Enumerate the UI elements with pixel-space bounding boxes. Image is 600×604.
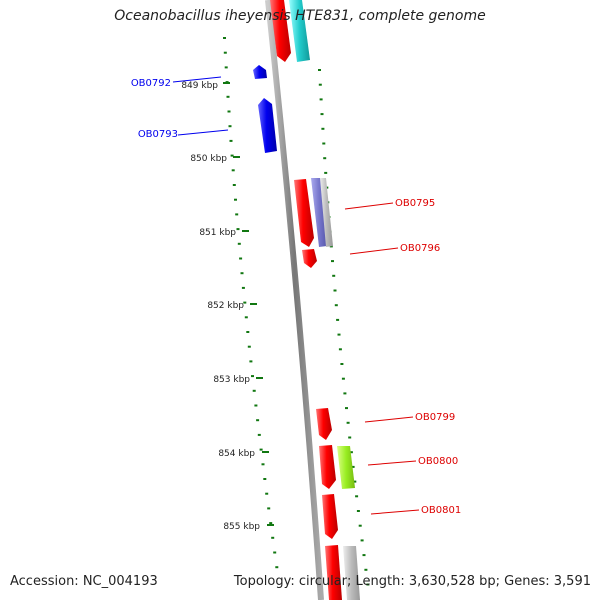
gene-label-ob0796[interactable]: OB0796 bbox=[400, 243, 440, 254]
gene-grey-bar-lower[interactable] bbox=[343, 546, 360, 600]
leader-ob0792 bbox=[172, 76, 222, 83]
right-tick-ring bbox=[318, 69, 370, 586]
leader-ob0800 bbox=[367, 460, 417, 466]
gene-ob0795-arrow[interactable] bbox=[294, 179, 314, 247]
tick-label-855: 855 kbp bbox=[223, 522, 260, 532]
gene-labels: OB0792 OB0793 OB0795 OB0796 OB0799 OB080… bbox=[131, 78, 461, 516]
leader-ob0793 bbox=[177, 129, 229, 136]
gene-top-red-arrow[interactable] bbox=[270, 0, 291, 62]
left-tick-ring bbox=[223, 37, 279, 569]
leader-ob0796 bbox=[349, 247, 399, 255]
gene-ob0796-arrow[interactable] bbox=[302, 249, 317, 268]
leader-ob0801 bbox=[370, 509, 420, 515]
gene-label-ob0795[interactable]: OB0795 bbox=[395, 198, 435, 209]
tick-label-852: 852 kbp bbox=[207, 301, 244, 311]
gene-top-cyan-bar[interactable] bbox=[289, 0, 310, 62]
gene-label-ob0799[interactable]: OB0799 bbox=[415, 412, 455, 423]
gene-green-bar[interactable] bbox=[337, 446, 355, 489]
reverse-strand-features bbox=[253, 65, 277, 153]
tick-label-851: 851 kbp bbox=[199, 228, 236, 238]
gene-label-ob0793[interactable]: OB0793 bbox=[138, 129, 178, 140]
gene-bottom-red-bar[interactable] bbox=[325, 545, 342, 600]
gene-ob0793-arrow[interactable] bbox=[258, 98, 277, 153]
leader-ob0799 bbox=[364, 416, 414, 423]
forward-strand-features bbox=[270, 0, 360, 600]
tick-label-853: 853 kbp bbox=[213, 375, 250, 385]
tick-label-850: 850 kbp bbox=[190, 154, 227, 164]
gene-label-ob0792[interactable]: OB0792 bbox=[131, 78, 171, 89]
tick-label-854: 854 kbp bbox=[218, 449, 255, 459]
gene-grey-bar-upper[interactable] bbox=[320, 178, 333, 247]
gene-ob0800-arrow[interactable] bbox=[319, 445, 336, 489]
genome-summary-text: Topology: circular; Length: 3,630,528 bp… bbox=[233, 574, 591, 589]
accession-text: Accession: NC_004193 bbox=[10, 574, 158, 589]
label-leader-lines bbox=[172, 76, 420, 515]
gene-label-ob0800[interactable]: OB0800 bbox=[418, 456, 458, 467]
kbp-tick-labels: 849 kbp 850 kbp 851 kbp 852 kbp 853 kbp … bbox=[181, 81, 260, 532]
gene-ob0801-arrow[interactable] bbox=[322, 494, 338, 539]
gene-ob0799-arrow[interactable] bbox=[316, 408, 332, 440]
gene-label-ob0801[interactable]: OB0801 bbox=[421, 505, 461, 516]
leader-ob0795 bbox=[344, 202, 394, 210]
tick-label-849: 849 kbp bbox=[181, 81, 218, 91]
genome-backbone bbox=[265, 0, 324, 601]
gene-ob0792-arrow[interactable] bbox=[253, 65, 267, 79]
kbp-tick-marks bbox=[223, 82, 274, 526]
gene-purple-bar[interactable] bbox=[311, 178, 327, 247]
map-title: Oceanobacillus iheyensis HTE831, complet… bbox=[114, 8, 486, 24]
